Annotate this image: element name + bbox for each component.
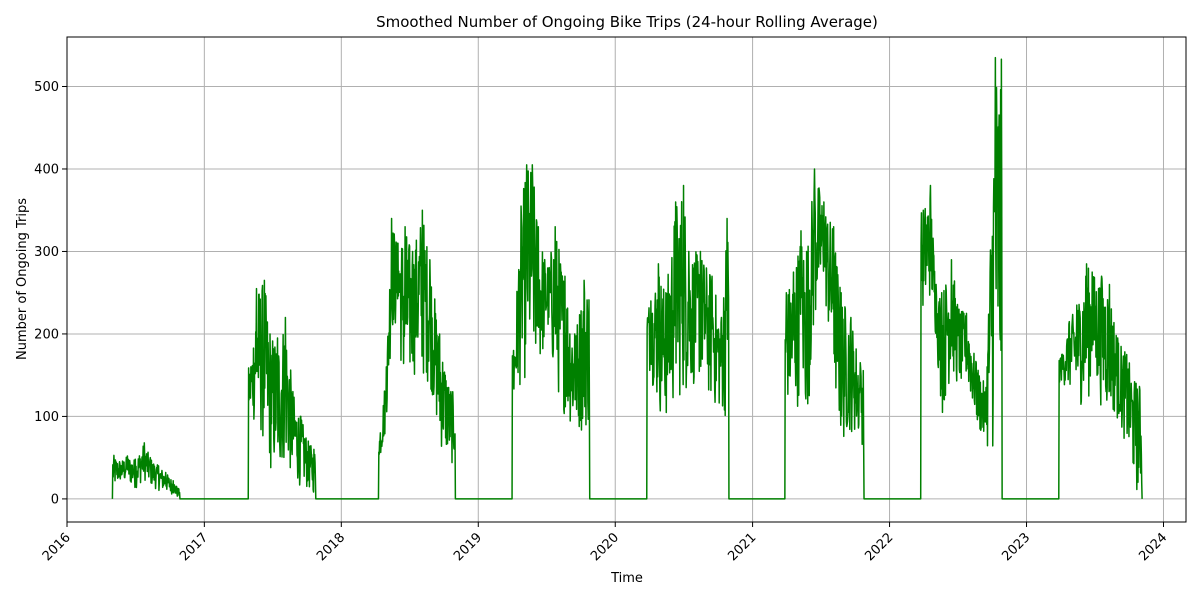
y-tick-label: 400 — [34, 162, 59, 177]
x-axis-label: Time — [610, 571, 643, 586]
y-tick-label: 200 — [34, 327, 59, 342]
y-tick-label: 300 — [34, 245, 59, 260]
y-tick-label: 100 — [34, 410, 59, 425]
y-tick-label: 0 — [51, 492, 59, 507]
y-tick-label: 500 — [34, 80, 59, 95]
y-axis-label: Number of Ongoing Trips — [15, 198, 30, 360]
chart-title: Smoothed Number of Ongoing Bike Trips (2… — [376, 13, 878, 31]
